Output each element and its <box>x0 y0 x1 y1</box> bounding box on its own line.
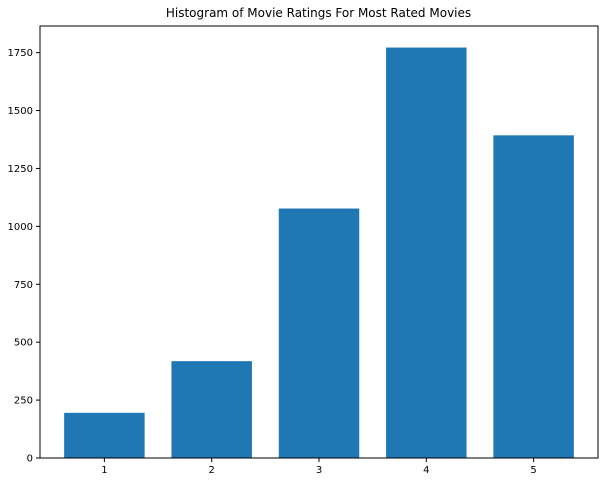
x-tick-label-2: 2 <box>209 465 215 476</box>
bars-group <box>64 47 574 459</box>
plot-frame <box>39 25 599 459</box>
bar-3 <box>278 208 360 458</box>
bar-2 <box>171 361 252 458</box>
y-tick-label-1000: 1000 <box>8 222 33 233</box>
y-tick-label-0: 0 <box>27 454 33 465</box>
bar-1 <box>64 412 145 458</box>
bar-4 <box>386 47 467 459</box>
y-tick-label-250: 250 <box>14 396 33 407</box>
y-tick-label-1250: 1250 <box>8 164 33 175</box>
bar-5 <box>493 135 574 458</box>
x-tick-label-1: 1 <box>101 465 107 476</box>
y-tick-label-1500: 1500 <box>8 106 33 117</box>
x-tick-label-3: 3 <box>316 465 322 476</box>
x-axis: 1 2 3 4 5 <box>101 458 537 476</box>
chart-title: Histogram of Movie Ratings For Most Rate… <box>166 6 471 20</box>
y-tick-label-750: 750 <box>14 280 33 291</box>
y-axis: 0 250 500 750 1000 1250 1500 1750 <box>8 48 40 465</box>
x-tick-label-5: 5 <box>530 465 536 476</box>
y-tick-label-1750: 1750 <box>8 48 33 59</box>
y-tick-label-500: 500 <box>14 338 33 349</box>
x-tick-label-4: 4 <box>423 465 429 476</box>
